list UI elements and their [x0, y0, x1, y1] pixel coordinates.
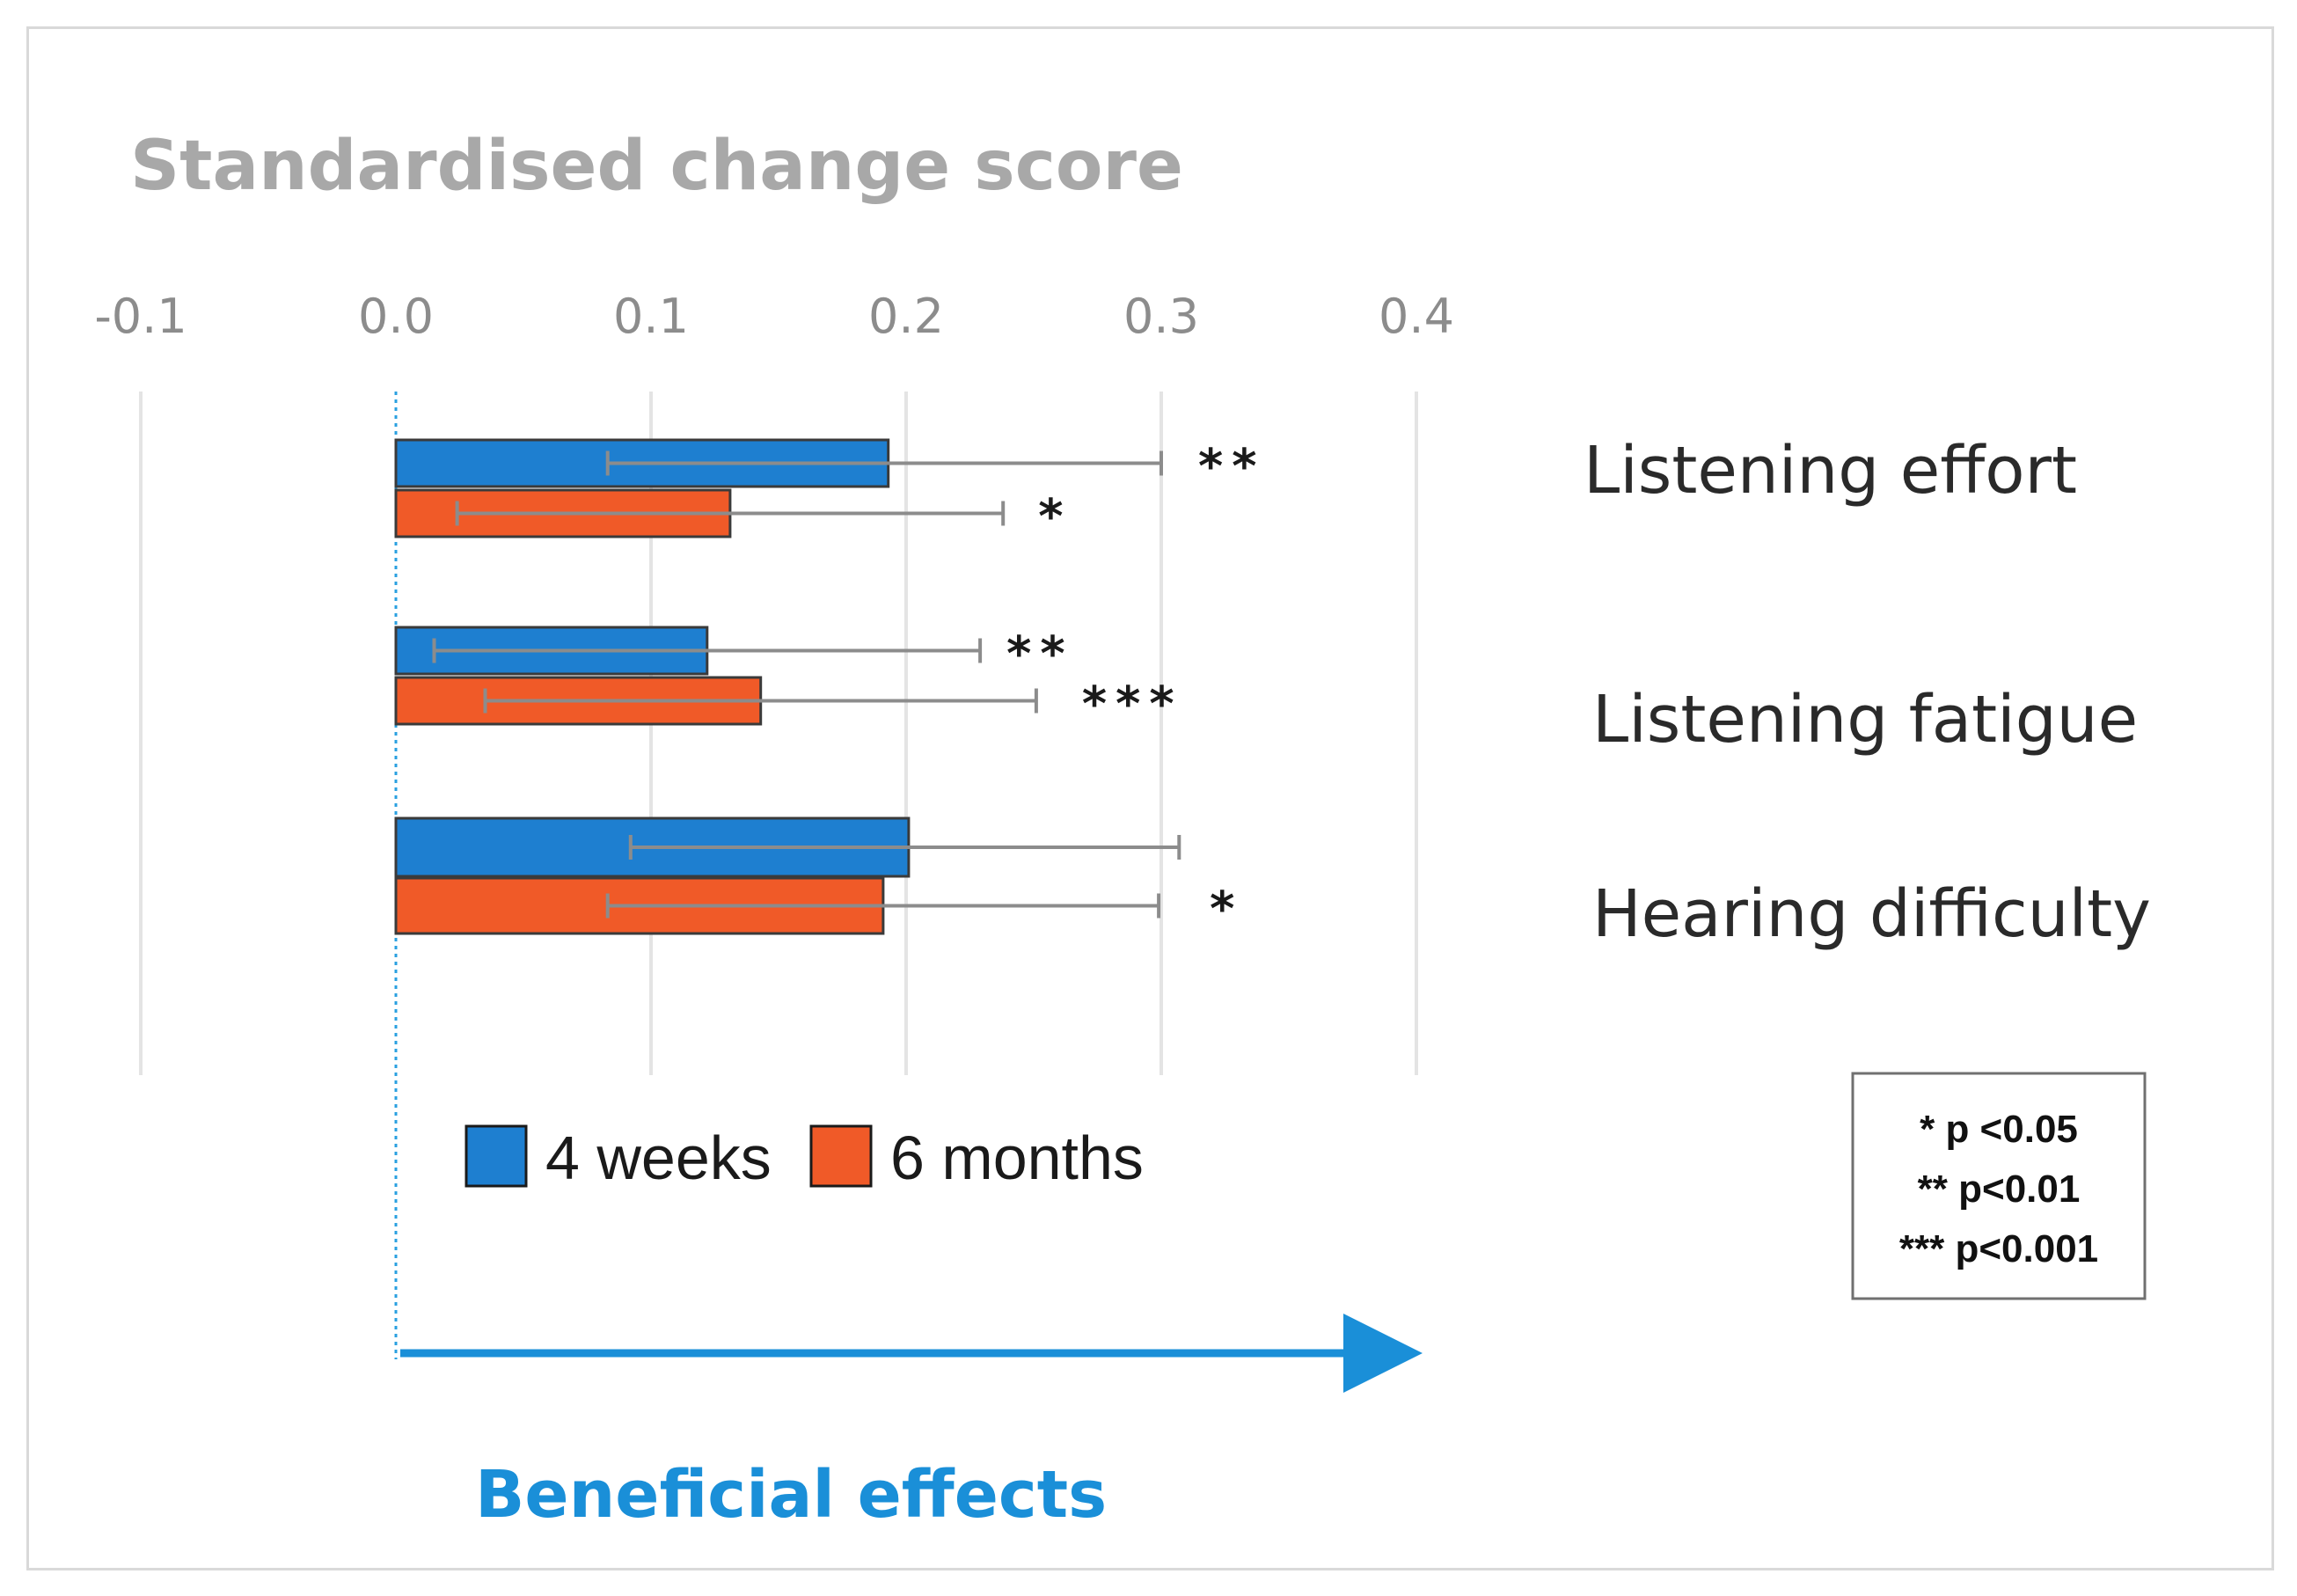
significance-key-line-2: ** p<0.01 — [1918, 1168, 2081, 1211]
significance-listening-effort-6-months: * — [1038, 489, 1072, 545]
significance-listening-effort-4-weeks: ** — [1198, 439, 1265, 494]
x-tick-label-0-4: 0.4 — [1379, 289, 1454, 344]
significance-listening-fatigue-6-months: *** — [1082, 677, 1183, 732]
error-bar-listening-effort-4-weeks — [605, 450, 1163, 476]
error-bar-listening-effort-6-months — [455, 501, 1006, 526]
legend-swatch-4-weeks — [465, 1124, 528, 1188]
legend-swatch-6-months — [809, 1124, 873, 1188]
significance-key: * p <0.05 ** p<0.01 *** p<0.001 — [1851, 1072, 2147, 1300]
significance-listening-fatigue-4-weeks: ** — [1006, 626, 1073, 682]
error-bar-listening-fatigue-4-weeks — [432, 638, 983, 663]
significance-key-box — [1851, 1072, 2147, 1300]
significance-hearing-difficulty-6-months: * — [1210, 882, 1243, 937]
chart-title: Standardised change score — [130, 127, 1183, 206]
legend-label-4-weeks: 4 weeks — [545, 1124, 772, 1192]
significance-key-line-1: * p <0.05 — [1920, 1108, 2078, 1151]
error-bar-hearing-difficulty-6-months — [605, 893, 1161, 919]
significance-key-line-3: *** p<0.001 — [1899, 1227, 2098, 1270]
error-bar-listening-fatigue-6-months — [483, 688, 1038, 714]
figure-frame — [26, 26, 2274, 1570]
legend: 4 weeks 6 months — [465, 1124, 1144, 1192]
beneficial-effects-label: Beneficial effects — [475, 1457, 1107, 1533]
x-tick-label-0-0: 0.0 — [358, 289, 434, 344]
category-label-hearing-difficulty: Hearing difficulty — [1592, 876, 2151, 952]
x-tick-label-0-2: 0.2 — [868, 289, 944, 344]
x-tick-label-0-3: 0.3 — [1123, 289, 1199, 344]
category-label-listening-fatigue: Listening fatigue — [1592, 682, 2138, 758]
error-bar-hearing-difficulty-4-weeks — [628, 835, 1181, 860]
x-tick-label-0-1: 0.1 — [613, 289, 689, 344]
x-tick-label-0-1: -0.1 — [94, 289, 187, 344]
legend-label-6-months: 6 months — [890, 1124, 1144, 1192]
category-label-listening-effort: Listening effort — [1584, 433, 2077, 509]
